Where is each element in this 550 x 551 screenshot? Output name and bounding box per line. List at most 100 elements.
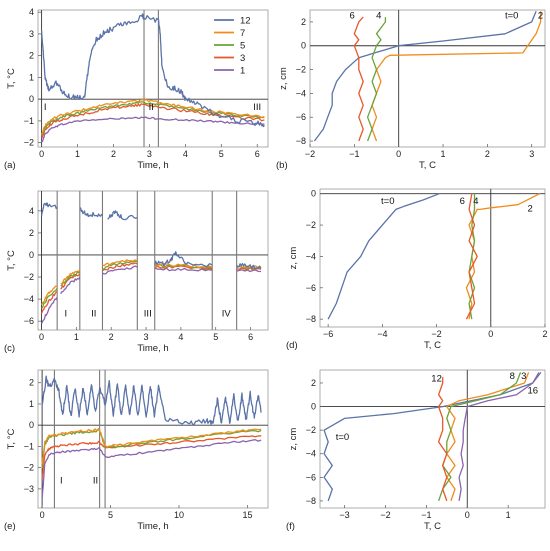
series-group bbox=[40, 13, 265, 143]
x-tick-label: 0 bbox=[488, 329, 493, 339]
series-group bbox=[40, 202, 262, 324]
y-tick-label: −2 bbox=[24, 272, 34, 282]
annotation-label: 2 bbox=[538, 10, 543, 21]
y-tick-label: −2 bbox=[24, 463, 34, 473]
y-tick-label: −2 bbox=[306, 220, 316, 230]
series-line-6 bbox=[353, 16, 364, 142]
y-tick-label: 2 bbox=[311, 378, 316, 388]
x-tick-label: 2 bbox=[111, 149, 116, 159]
plot-frame bbox=[319, 188, 546, 328]
y-tick-label: 0 bbox=[29, 250, 34, 260]
y-tick-label: 0 bbox=[311, 402, 316, 412]
y-tick-label: 3 bbox=[29, 29, 34, 39]
series-line-7 bbox=[41, 99, 265, 135]
x-tick-label: 0 bbox=[39, 332, 44, 342]
x-tick-label: 0 bbox=[39, 149, 44, 159]
series-line-7 bbox=[60, 269, 81, 285]
annotation-label: 4 bbox=[473, 196, 478, 207]
x-tick-label: 5 bbox=[108, 510, 113, 520]
annotation-label: I bbox=[65, 308, 68, 319]
y-axis-label: T, °C bbox=[6, 250, 17, 271]
y-tick-label: 2 bbox=[29, 378, 34, 388]
x-tick-label: −2 bbox=[305, 149, 315, 159]
y-tick-label: 2 bbox=[29, 51, 34, 61]
x-tick-label: 4 bbox=[178, 332, 183, 342]
y-tick-label: −6 bbox=[306, 472, 316, 482]
x-tick-label: −1 bbox=[349, 149, 359, 159]
x-axis-label: T, C bbox=[424, 521, 441, 532]
series-line-12 bbox=[236, 262, 262, 270]
x-tick-label: 3 bbox=[147, 149, 152, 159]
y-tick-label: 1 bbox=[29, 399, 34, 409]
plot-frame bbox=[37, 190, 269, 331]
x-tick-label: −6 bbox=[323, 329, 333, 339]
series-line-1 bbox=[60, 276, 81, 295]
chart-panel-f: −3 −2 −1 0 1 −8 −6 −4 −2 0 2 T, C z, cm (f) 12 8 3 t=0 16 bbox=[286, 369, 546, 532]
x-tick-label: 15 bbox=[242, 510, 252, 520]
series-line-3 bbox=[41, 435, 262, 479]
chart-panel-b: −2 −1 0 1 2 3 −8 −6 −4 −2 0 2 T, C z, cm (b) 6 4 t=0 2 bbox=[276, 9, 546, 171]
y-tick-label: −8 bbox=[306, 496, 316, 506]
series-line-12 bbox=[79, 206, 103, 218]
legend-entry: 7 bbox=[240, 28, 245, 39]
y-tick-label: 0 bbox=[29, 420, 34, 430]
legend-entry: 1 bbox=[240, 66, 245, 77]
y-tick-label: 2 bbox=[29, 228, 34, 238]
series-line-1 bbox=[102, 265, 138, 275]
panel-label: (b) bbox=[276, 160, 288, 171]
plot-frame bbox=[319, 369, 546, 509]
x-tick-label: −3 bbox=[339, 510, 349, 520]
x-axis-label: Time, h bbox=[137, 160, 168, 171]
annotation-label: 12 bbox=[431, 373, 442, 384]
series-line-7 bbox=[236, 265, 262, 269]
series-line-12 bbox=[40, 13, 265, 128]
chart-panel-d: −6 −4 −2 0 2 −8 −6 −4 −2 0 T, C z, cm (d) t=0 6 4 2 bbox=[286, 188, 548, 351]
series-line-3 bbox=[40, 290, 58, 314]
series-line-4 bbox=[468, 193, 476, 320]
series-line-8 bbox=[437, 372, 522, 502]
annotation-label: 6 bbox=[349, 10, 354, 21]
annotation-label: IV bbox=[222, 308, 232, 319]
x-axis-label: Time, h bbox=[137, 343, 168, 354]
annotation-label: III bbox=[144, 308, 152, 319]
annotation-label: t=0 bbox=[381, 196, 394, 207]
annotation-label: I bbox=[60, 475, 63, 486]
y-tick-label: −1 bbox=[24, 116, 34, 126]
x-tick-label: 6 bbox=[248, 332, 253, 342]
series-line-t0 bbox=[313, 10, 537, 142]
y-tick-label: −8 bbox=[296, 136, 306, 146]
annotation-label: 2 bbox=[527, 204, 532, 215]
series-line-7 bbox=[41, 428, 262, 465]
annotation-label: t=0 bbox=[336, 432, 349, 443]
plot-frame bbox=[309, 9, 546, 148]
x-tick-label: 1 bbox=[506, 510, 511, 520]
y-axis-label: T, °C bbox=[6, 429, 17, 450]
series-line-1 bbox=[41, 439, 262, 501]
series-line-3 bbox=[102, 262, 138, 272]
y-tick-label: 1 bbox=[29, 72, 34, 82]
y-tick-label: −2 bbox=[24, 138, 34, 148]
annotation-label: II bbox=[149, 102, 154, 113]
y-tick-label: −1 bbox=[24, 441, 34, 451]
series-group bbox=[313, 10, 542, 142]
x-axis-label: T, C bbox=[419, 160, 436, 171]
series-line-1 bbox=[154, 267, 213, 272]
series-line-1 bbox=[40, 296, 58, 324]
y-axis-label: z, cm bbox=[288, 428, 299, 451]
x-tick-label: 2 bbox=[109, 332, 114, 342]
annotation-label: 6 bbox=[460, 196, 465, 207]
y-axis-label: T, °C bbox=[6, 68, 17, 89]
x-tick-label: 0 bbox=[40, 510, 45, 520]
y-tick-label: −2 bbox=[306, 425, 316, 435]
x-tick-label: 1 bbox=[75, 149, 80, 159]
panel-label: (d) bbox=[286, 340, 298, 351]
series-line-6 bbox=[465, 193, 478, 320]
series-line-7 bbox=[40, 285, 58, 306]
x-tick-label: −4 bbox=[377, 329, 387, 339]
y-tick-label: −2 bbox=[296, 65, 306, 75]
y-tick-label: −4 bbox=[306, 251, 316, 261]
series-group bbox=[323, 372, 542, 502]
annotation-label: I bbox=[44, 102, 47, 113]
